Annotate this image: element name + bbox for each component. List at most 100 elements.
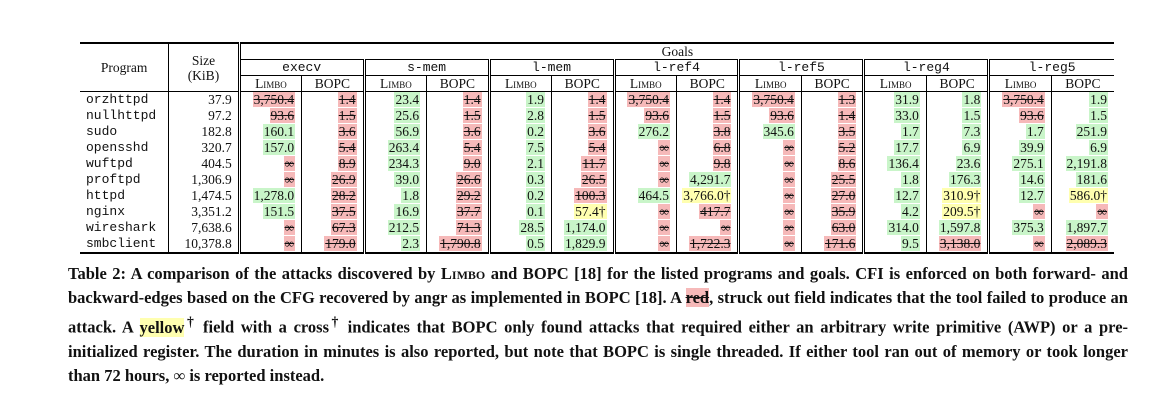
result-value: ∞ xyxy=(783,172,795,187)
result-value: ∞ xyxy=(783,204,795,219)
size-cell: 10,378.8 xyxy=(168,236,241,254)
tool-header-bopc: BOPC xyxy=(551,75,616,92)
result-value: 6.8 xyxy=(712,140,732,155)
bopc-result-cell: 3.6 xyxy=(426,124,491,140)
caption-part-1: Table 2: A comparison of the attacks dis… xyxy=(68,264,441,283)
result-value: 2.8 xyxy=(526,108,546,123)
goal-header: execv xyxy=(239,59,366,76)
result-value: 3.8 xyxy=(712,124,732,139)
limbo-result-cell: 4.2 xyxy=(863,204,927,220)
limbo-result-cell: ∞ xyxy=(738,172,802,188)
result-value: 234.3 xyxy=(387,156,421,171)
result-value: 1.5 xyxy=(587,108,607,123)
caption-red-sample: red xyxy=(685,288,710,307)
limbo-result-cell: 0.1 xyxy=(489,204,553,220)
table-row: orzhttpd 37.9 3,750.4 1.4 23.4 1.4 1.9 1.4 3,750… xyxy=(80,91,1114,108)
bopc-result-cell: 26.9 xyxy=(301,172,366,188)
result-value: 8.6 xyxy=(837,156,857,171)
result-value: ∞ xyxy=(658,204,670,219)
result-value: 26.9 xyxy=(331,172,357,187)
bopc-result-cell: 100.3 xyxy=(551,188,616,204)
result-value: 1,174.0 xyxy=(564,220,607,235)
limbo-result-cell: ∞ xyxy=(614,204,677,220)
caption-yellow-sample: yellow xyxy=(139,317,185,337)
bopc-result-cell: 4,291.7 xyxy=(676,172,741,188)
tool-header-limbo: Limbo xyxy=(738,75,802,92)
limbo-result-cell: 375.3 xyxy=(988,220,1052,236)
size-header-label: Size xyxy=(191,52,216,68)
results-table: Program Size (KiB) Goals execv s-mem l-mem… xyxy=(80,42,1114,254)
result-value: ∞ xyxy=(783,188,795,203)
result-value: 345.6 xyxy=(762,124,795,139)
bopc-result-cell: 1.5 xyxy=(926,108,991,124)
result-value: 375.3 xyxy=(1012,220,1045,235)
bopc-result-cell: 1.3 xyxy=(801,91,866,108)
bopc-result-cell: 7.3 xyxy=(926,124,991,140)
bopc-result-cell: 179.0 xyxy=(301,236,366,254)
limbo-result-cell: 263.4 xyxy=(364,140,428,156)
result-value: ∞ xyxy=(658,220,670,235)
limbo-result-cell: 2.3 xyxy=(364,236,428,254)
limbo-result-cell: 14.6 xyxy=(988,172,1052,188)
result-value: 12.7 xyxy=(1019,188,1045,203)
result-value: 1.5 xyxy=(1089,108,1108,123)
result-value: ∞ xyxy=(283,156,296,171)
result-value: ∞ xyxy=(658,140,670,155)
result-value: ∞ xyxy=(783,140,795,155)
result-value: 157.0 xyxy=(262,140,296,155)
result-value: 7.5 xyxy=(526,140,546,155)
tool-header-limbo: Limbo xyxy=(863,75,927,92)
goal-header: l-reg4 xyxy=(863,59,991,76)
bopc-result-cell: 9.0 xyxy=(426,156,491,172)
result-value: 25.6 xyxy=(394,108,421,123)
result-value: 1.4 xyxy=(712,92,732,107)
size-cell: 37.9 xyxy=(168,91,241,108)
bopc-result-cell: 67.3 xyxy=(301,220,366,236)
limbo-result-cell: 93.6 xyxy=(738,108,802,124)
limbo-result-cell: 33.0 xyxy=(863,108,927,124)
result-value: 1.5 xyxy=(712,108,732,123)
bopc-result-cell: 209.5† xyxy=(926,204,991,220)
result-value: 0.5 xyxy=(526,236,546,251)
limbo-result-cell: 17.7 xyxy=(863,140,927,156)
bopc-result-cell: 3.5 xyxy=(801,124,866,140)
result-value: 3,750.4 xyxy=(752,92,795,107)
size-header-unit: (KiB) xyxy=(187,67,220,83)
result-value: 1,897.7 xyxy=(1065,220,1108,235)
result-value: ∞ xyxy=(1033,236,1045,251)
bopc-result-cell: 8.9 xyxy=(301,156,366,172)
limbo-result-cell: 151.5 xyxy=(239,204,303,220)
result-value: 209.5† xyxy=(942,204,982,219)
result-value: 16.9 xyxy=(394,204,421,219)
bopc-result-cell: 586.0† xyxy=(1051,188,1114,204)
result-value: 417.7 xyxy=(699,204,732,219)
tool-header-bopc: BOPC xyxy=(1051,75,1114,92)
result-value: 3,750.4 xyxy=(1002,92,1045,107)
bopc-result-cell: 6.9 xyxy=(926,140,991,156)
result-value: 17.7 xyxy=(894,140,920,155)
bopc-result-cell: 3,138.0 xyxy=(926,236,991,254)
result-value: 67.3 xyxy=(331,220,357,235)
table-row: httpd 1,474.5 1,278.0 28.2 1.8 29.2 0.2 100.3 46… xyxy=(80,188,1114,204)
result-value: ∞ xyxy=(783,156,795,171)
bopc-result-cell: 37.5 xyxy=(301,204,366,220)
limbo-result-cell: ∞ xyxy=(239,156,303,172)
bopc-result-cell: 3.6 xyxy=(301,124,366,140)
result-value: 1.4 xyxy=(587,92,607,107)
table-row: wuftpd 404.5 ∞ 8.9 234.3 9.0 2.1 11.7 ∞ 9.8 ∞ 8.6 13… xyxy=(80,156,1114,172)
program-cell: wireshark xyxy=(80,220,170,236)
limbo-result-cell: 1.7 xyxy=(988,124,1052,140)
limbo-result-cell: 1.9 xyxy=(489,91,553,108)
tool-header-limbo: Limbo xyxy=(364,75,428,92)
limbo-result-cell: ∞ xyxy=(738,140,802,156)
result-value: 37.7 xyxy=(455,204,482,219)
bopc-result-cell: 25.5 xyxy=(801,172,866,188)
result-value: 0.1 xyxy=(526,204,546,219)
result-value: 28.5 xyxy=(519,220,546,235)
limbo-result-cell: 212.5 xyxy=(364,220,428,236)
result-value: ∞ xyxy=(783,220,795,235)
size-cell: 320.7 xyxy=(168,140,241,156)
limbo-result-cell: ∞ xyxy=(738,204,802,220)
limbo-result-cell: ∞ xyxy=(988,236,1052,254)
size-cell: 97.2 xyxy=(168,108,241,124)
